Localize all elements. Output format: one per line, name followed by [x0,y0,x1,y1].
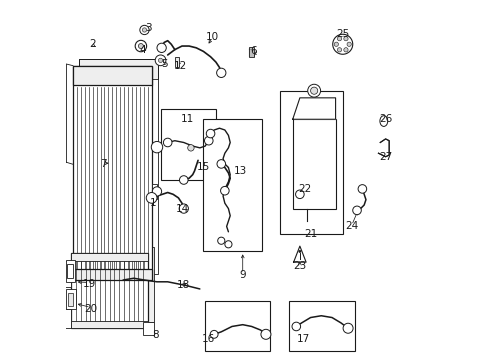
Bar [62,261,71,287]
Circle shape [261,329,270,339]
Text: 24: 24 [345,221,358,231]
Bar [73,66,151,85]
Circle shape [204,136,213,145]
Bar [67,293,73,306]
Circle shape [138,44,143,49]
Bar [62,310,71,328]
Bar [66,289,76,309]
Bar [80,59,158,274]
Bar [203,119,262,251]
Circle shape [210,330,218,338]
Text: 18: 18 [177,280,190,291]
Circle shape [158,58,163,63]
Bar [205,301,269,351]
Circle shape [179,176,188,184]
Circle shape [291,322,300,331]
Polygon shape [378,139,388,157]
Bar [66,260,75,282]
Bar [292,119,335,208]
Circle shape [155,55,165,66]
Text: 11: 11 [181,114,194,124]
Circle shape [220,186,229,195]
Circle shape [216,68,225,77]
Text: 4: 4 [139,45,146,55]
Bar [71,321,148,328]
Bar [160,109,216,180]
Text: 19: 19 [82,279,96,289]
Text: 14: 14 [175,203,188,213]
Circle shape [352,206,361,215]
Circle shape [217,159,225,168]
Circle shape [343,37,347,41]
Circle shape [307,84,320,97]
Circle shape [310,87,317,94]
Bar [71,253,148,328]
Text: 10: 10 [205,32,219,42]
Circle shape [187,145,194,151]
Circle shape [299,251,300,252]
Circle shape [157,43,166,53]
Bar [288,301,354,351]
Text: 1: 1 [150,198,156,208]
Circle shape [337,48,341,52]
Bar [151,184,157,199]
Bar [78,247,154,322]
Circle shape [151,141,163,153]
Text: 2: 2 [89,39,96,49]
Text: 27: 27 [378,152,391,162]
Bar [73,66,151,280]
Circle shape [163,138,172,147]
Text: 21: 21 [304,229,317,239]
Circle shape [217,237,224,244]
Text: 5: 5 [161,59,167,69]
Ellipse shape [379,116,387,126]
Polygon shape [292,98,335,119]
Text: 20: 20 [84,303,97,314]
Text: 23: 23 [293,261,306,271]
Text: 6: 6 [249,46,256,57]
Text: 26: 26 [378,114,391,124]
Circle shape [179,204,188,213]
Text: 22: 22 [298,184,311,194]
Bar [59,261,63,287]
Circle shape [346,42,350,46]
Text: 16: 16 [202,334,215,344]
Circle shape [152,187,162,196]
Circle shape [333,42,338,46]
Circle shape [343,48,347,52]
Bar [175,57,179,67]
Bar [59,306,63,328]
Bar [248,47,254,57]
Circle shape [146,193,157,203]
Text: 3: 3 [144,23,151,33]
Text: 25: 25 [335,28,348,39]
Bar [73,269,151,280]
Bar [280,91,342,234]
Text: 7: 7 [100,159,106,169]
Circle shape [337,37,341,41]
Circle shape [357,185,366,193]
Bar [142,322,154,336]
Text: 17: 17 [296,334,309,344]
Bar [67,264,73,278]
Circle shape [135,40,146,52]
Text: 15: 15 [196,162,210,172]
Text: 9: 9 [239,270,245,280]
Text: 12: 12 [173,61,186,71]
Circle shape [332,34,352,54]
Circle shape [343,323,352,333]
Bar [71,253,148,261]
Circle shape [140,25,149,35]
Bar [80,59,158,79]
Circle shape [206,129,214,138]
Text: 13: 13 [234,166,247,176]
Circle shape [295,190,304,199]
Circle shape [142,28,146,32]
Circle shape [224,241,231,248]
Text: 8: 8 [152,330,158,341]
